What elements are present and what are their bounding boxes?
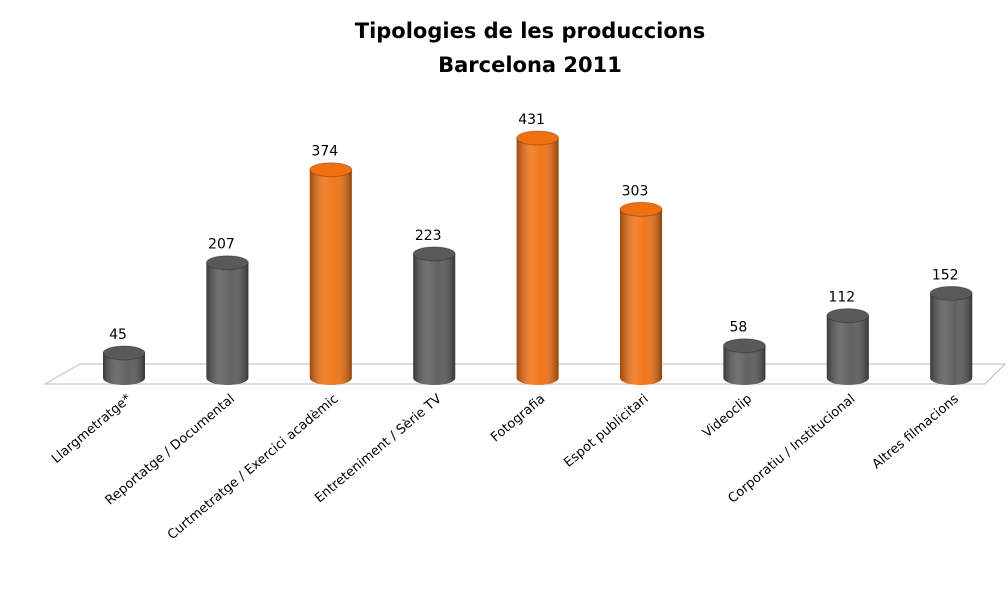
bar-shade [309, 169, 352, 386]
bar-top [102, 345, 146, 361]
chart-subtitle: Barcelona 2011 [438, 53, 622, 77]
bar-shade [930, 293, 973, 386]
x-tick-label: Espot publicitari [561, 392, 651, 471]
value-label: 112 [828, 290, 855, 306]
bar-shade [516, 138, 559, 386]
value-label: 207 [208, 237, 235, 253]
bar-top [205, 255, 249, 271]
value-label: 431 [518, 112, 545, 128]
value-label: 58 [729, 320, 747, 336]
bar-shade [723, 345, 766, 386]
bar-shade [206, 262, 249, 386]
bar-top [929, 285, 973, 301]
bar-top [619, 201, 663, 217]
x-tick-label: Curtmetratge / Exercici acadèmic [165, 392, 341, 543]
bar-top [826, 308, 870, 324]
floor [43, 363, 1007, 385]
bar-shade [620, 209, 662, 385]
x-tick-label: Videoclip [700, 392, 755, 441]
chart-title: Tipologies de les produccions [355, 19, 706, 43]
value-label: 303 [622, 183, 649, 199]
value-label: 223 [415, 228, 442, 244]
value-label: 45 [109, 327, 127, 343]
x-tick-label: Fotografia [488, 392, 548, 446]
bar-top [412, 246, 456, 262]
value-label: 152 [932, 267, 959, 283]
x-tick-label: Altres filmacions [870, 391, 962, 472]
bar-top [722, 338, 766, 354]
bar-top [516, 130, 560, 146]
x-tick-label: Llargmetratge* [49, 391, 135, 467]
value-label: 374 [311, 144, 338, 160]
bar-top [309, 162, 353, 178]
bar-shade [103, 352, 145, 385]
bar-shade [826, 315, 869, 386]
bar-shade [413, 253, 456, 386]
